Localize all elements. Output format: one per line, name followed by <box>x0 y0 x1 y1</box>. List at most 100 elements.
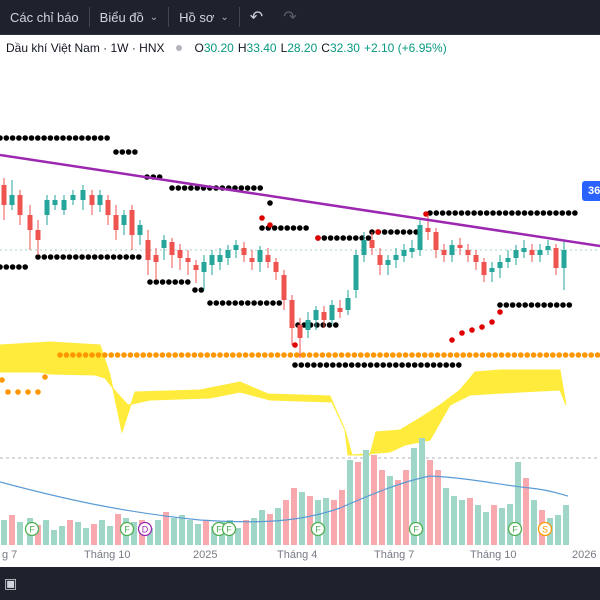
dot-marker <box>66 254 73 260</box>
dot-marker <box>132 149 138 155</box>
volume-bar <box>475 505 481 545</box>
volume-bar <box>99 520 105 545</box>
volume-bar <box>427 460 433 545</box>
dot-marker <box>198 287 205 293</box>
dot-marker <box>292 362 298 368</box>
toolbar-divider <box>88 7 90 27</box>
dot-marker <box>194 185 200 191</box>
candle-body <box>249 258 255 262</box>
candle-body <box>17 195 23 215</box>
orange-dot <box>268 352 275 358</box>
candle-body <box>70 195 76 200</box>
dot-marker <box>298 362 305 368</box>
volume-bar <box>75 522 81 545</box>
event-marker <box>221 521 237 537</box>
candle-body <box>105 200 111 215</box>
orange-dot <box>230 352 236 358</box>
volume-bar <box>43 520 49 545</box>
volume-bar <box>459 500 465 545</box>
profile-menu-button[interactable]: Hồ sơ ⌄ <box>169 0 239 34</box>
dot-marker <box>192 287 198 293</box>
event-marker <box>137 521 153 537</box>
calendar-icon[interactable]: ▣ <box>4 575 18 591</box>
dot-marker <box>207 300 213 306</box>
time-tick: Tháng 4 <box>277 549 318 561</box>
candle-body <box>35 230 41 240</box>
volume-bar <box>499 508 505 545</box>
red-dot-marker <box>267 222 273 228</box>
event-marker-label: F <box>512 525 518 535</box>
dot-marker <box>98 254 104 260</box>
volume-bar <box>155 520 161 545</box>
dot-marker <box>278 225 284 231</box>
high-key: H <box>237 41 247 55</box>
dot-marker <box>66 135 73 141</box>
dot-marker <box>79 135 85 141</box>
dot-marker <box>326 322 333 328</box>
orange-dot <box>255 352 262 358</box>
chart-menu-button[interactable]: Biểu đồ ⌄ <box>90 0 168 34</box>
red-dot-marker <box>423 211 429 217</box>
dot-marker <box>374 362 380 368</box>
dot-marker <box>270 300 276 306</box>
orange-dot <box>15 389 21 395</box>
candle-body <box>521 248 527 252</box>
dot-marker <box>22 264 29 270</box>
indicators-button[interactable]: Các chỉ báo <box>0 0 89 34</box>
volume-bar <box>147 528 153 545</box>
dot-marker <box>271 225 278 231</box>
dot-marker <box>458 210 465 216</box>
orange-dot <box>326 352 332 358</box>
undo-button[interactable]: ↶ <box>240 0 273 34</box>
dot-marker <box>327 235 334 241</box>
orange-dot <box>434 352 441 358</box>
dot-marker <box>47 135 54 141</box>
orange-dot <box>486 352 492 358</box>
volume-bar <box>491 505 497 545</box>
orange-dot <box>0 377 5 383</box>
orange-dot <box>466 352 473 358</box>
candle-body <box>417 225 423 250</box>
dot-marker <box>117 254 123 260</box>
candle-body <box>345 298 351 310</box>
orange-dot <box>242 352 249 358</box>
dot-marker <box>365 235 372 241</box>
toolbar-divider <box>168 7 170 27</box>
redo-button[interactable]: ↷ <box>273 0 306 34</box>
time-tick: g 7 <box>2 549 18 561</box>
candle-body <box>44 200 50 215</box>
dot-marker <box>317 362 324 368</box>
candle-body <box>145 240 151 260</box>
volume-bar <box>211 526 217 545</box>
time-tick: 2026 <box>572 549 597 561</box>
dot-marker <box>22 135 29 141</box>
dot-marker <box>411 362 418 368</box>
dot-marker <box>572 210 578 216</box>
dot-marker <box>219 300 226 306</box>
orange-dot <box>511 352 518 358</box>
dot-marker <box>381 229 388 235</box>
dot-marker <box>553 210 559 216</box>
dot-marker <box>79 254 85 260</box>
candle-body <box>545 246 551 250</box>
dot-marker <box>516 302 522 308</box>
dot-marker <box>509 302 516 308</box>
low-value: 28.20 <box>287 41 318 55</box>
open-key: O <box>194 41 204 55</box>
orange-dot <box>108 352 114 358</box>
dot-marker <box>113 149 119 155</box>
trendline <box>0 153 600 248</box>
dot-marker <box>400 229 407 235</box>
ichimoku-cloud <box>0 341 567 456</box>
profile-menu-label: Hồ sơ <box>179 9 215 25</box>
toolbar-divider <box>238 7 240 27</box>
dot-marker <box>367 362 374 368</box>
candle-body <box>489 268 495 272</box>
volume-bar <box>323 498 329 545</box>
dot-marker <box>346 235 353 241</box>
volume-bar <box>307 496 313 545</box>
orange-dot <box>492 352 499 358</box>
candle-body <box>465 250 471 255</box>
orange-dot <box>172 352 178 358</box>
